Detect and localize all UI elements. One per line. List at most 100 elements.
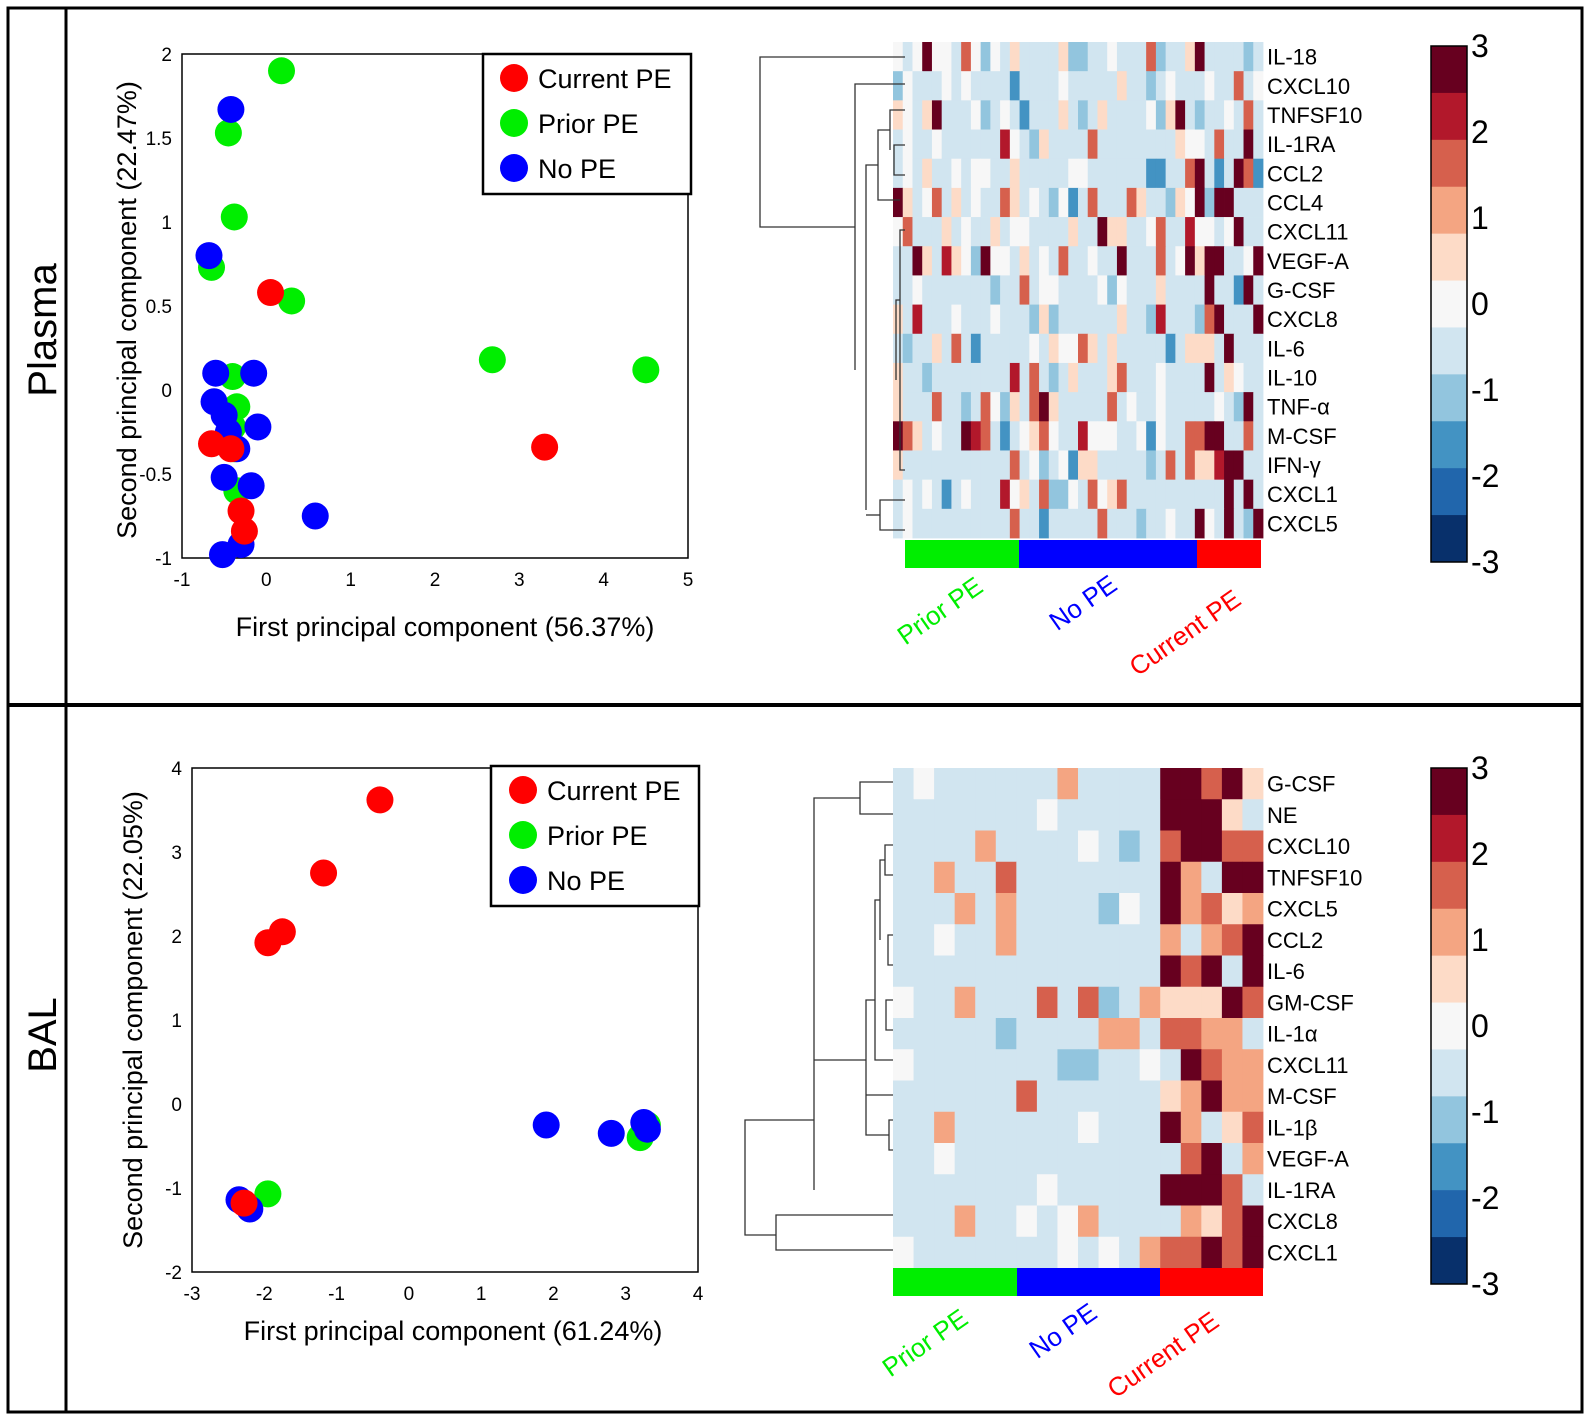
heatmap-cell bbox=[1180, 768, 1202, 800]
heatmap-cell bbox=[1136, 450, 1147, 481]
heatmap-cell bbox=[934, 1111, 956, 1144]
heatmap-cell bbox=[1058, 392, 1069, 422]
heatmap-cell bbox=[1009, 421, 1020, 451]
heatmap-cell bbox=[1221, 893, 1243, 925]
heatmap-cell bbox=[961, 42, 972, 72]
heatmap-cell bbox=[1087, 129, 1098, 160]
colorbar-band bbox=[1431, 92, 1467, 141]
heatmap-cell bbox=[1233, 42, 1244, 72]
bal-legend: Current PE Prior PE No PE bbox=[489, 764, 701, 908]
heatmap-cell bbox=[1139, 1174, 1161, 1206]
scatter-point-prior-pe bbox=[254, 1180, 282, 1208]
heatmap-cell bbox=[1160, 768, 1182, 800]
heatmap-cell bbox=[893, 955, 914, 988]
plasma-points bbox=[195, 57, 660, 569]
heatmap-cell bbox=[1078, 1049, 1099, 1081]
heatmap-cell bbox=[1126, 479, 1137, 510]
heatmap-cell bbox=[1097, 217, 1108, 247]
heatmap-cell bbox=[1155, 100, 1167, 130]
plasma-scatter-plot: -1 0 1 2 3 4 5 -1 -0.5 0 0.5 1 1.5 2 Fir… bbox=[112, 45, 693, 642]
heatmap-cell bbox=[975, 830, 997, 863]
heatmap-cell bbox=[961, 392, 972, 422]
colorbar-tick: 2 bbox=[1471, 836, 1489, 872]
heatmap-cell bbox=[1185, 275, 1196, 305]
group-bar-prior bbox=[905, 540, 1019, 568]
heatmap-cell bbox=[1136, 333, 1147, 364]
heatmap-cell bbox=[980, 362, 991, 393]
heatmap-cell bbox=[1057, 1111, 1079, 1144]
heatmap-cell bbox=[961, 508, 972, 539]
heatmap-cell bbox=[1097, 187, 1108, 218]
heatmap-cell bbox=[893, 246, 904, 276]
heatmap-cell bbox=[1009, 275, 1020, 305]
heatmap-cell bbox=[954, 1205, 976, 1238]
scatter-point-prior-pe bbox=[220, 203, 248, 231]
scatter-point-prior-pe bbox=[214, 119, 242, 147]
heatmap-cell bbox=[1000, 479, 1011, 510]
heatmap-cell bbox=[1116, 333, 1128, 364]
heatmap-cell bbox=[1136, 129, 1147, 160]
heatmap-cell bbox=[961, 450, 972, 481]
bal-x-ticks: -3 -2 -1 0 1 2 3 4 bbox=[184, 1284, 704, 1305]
heatmap-cell bbox=[1242, 1080, 1264, 1113]
heatmap-cell bbox=[1068, 100, 1079, 130]
heatmap-cell bbox=[1175, 304, 1186, 335]
heatmap-cell bbox=[1165, 158, 1176, 189]
heatmap-cell bbox=[1253, 508, 1264, 539]
heatmap-cell bbox=[980, 508, 991, 539]
row-label-bal: BAL bbox=[21, 997, 65, 1073]
group-label-none: No PE bbox=[1023, 1297, 1102, 1365]
heatmap-cell bbox=[980, 246, 991, 276]
heatmap-row-label: IL-1β bbox=[1267, 1115, 1318, 1140]
heatmap-row-label: TNF-α bbox=[1267, 395, 1330, 420]
bal-points bbox=[225, 786, 661, 1223]
heatmap-cell bbox=[1185, 392, 1196, 422]
heatmap-cell bbox=[1009, 187, 1020, 218]
heatmap-cell bbox=[1029, 275, 1040, 305]
heatmap-cell bbox=[1057, 830, 1079, 863]
bal-y-tick: -1 bbox=[165, 1179, 182, 1200]
heatmap-cell bbox=[961, 129, 972, 160]
heatmap-cell bbox=[951, 100, 962, 130]
scatter-point-current-pe bbox=[217, 435, 245, 463]
heatmap-cell bbox=[1119, 830, 1141, 863]
heatmap-cell bbox=[1068, 42, 1079, 72]
heatmap-cell bbox=[1126, 129, 1137, 160]
colorbar-tick: -3 bbox=[1471, 1266, 1499, 1302]
heatmap-cell bbox=[1119, 768, 1141, 800]
heatmap-cell bbox=[961, 362, 972, 393]
heatmap-cell bbox=[1009, 333, 1020, 364]
heatmap-cell bbox=[1155, 333, 1167, 364]
heatmap-cell bbox=[1019, 304, 1030, 335]
heatmap-cell bbox=[1068, 158, 1079, 189]
colorbar-band bbox=[1431, 421, 1467, 469]
heatmap-cell bbox=[1019, 217, 1030, 247]
heatmap-cell bbox=[893, 986, 914, 1019]
heatmap-cell bbox=[1139, 924, 1161, 956]
heatmap-cell bbox=[1058, 479, 1069, 510]
colorbar-band bbox=[1431, 515, 1467, 563]
heatmap-cell bbox=[990, 129, 1001, 160]
heatmap-cell bbox=[975, 924, 997, 956]
heatmap-cell bbox=[995, 924, 1017, 956]
heatmap-cell bbox=[995, 1049, 1017, 1081]
heatmap-cell bbox=[1009, 100, 1020, 130]
heatmap-cell bbox=[1214, 508, 1225, 539]
bal-group-bar bbox=[893, 1268, 1263, 1296]
heatmap-cell bbox=[1194, 275, 1205, 305]
heatmap-cell bbox=[995, 1018, 1017, 1050]
heatmap-cell bbox=[1146, 217, 1157, 247]
heatmap-cell bbox=[1039, 100, 1050, 130]
heatmap-cell bbox=[913, 1236, 935, 1269]
heatmap-cell bbox=[1253, 392, 1264, 422]
heatmap-cell bbox=[954, 1174, 976, 1206]
heatmap-cell bbox=[1119, 893, 1141, 925]
heatmap-cell bbox=[1204, 450, 1215, 481]
heatmap-cell bbox=[995, 955, 1017, 988]
heatmap-row-label: IL-18 bbox=[1267, 45, 1317, 70]
heatmap-cell bbox=[934, 1143, 956, 1175]
dendrogram-branch bbox=[885, 999, 893, 1031]
heatmap-cell bbox=[951, 333, 962, 364]
heatmap-cell bbox=[1175, 508, 1186, 539]
scatter-point-current-pe bbox=[230, 517, 258, 545]
